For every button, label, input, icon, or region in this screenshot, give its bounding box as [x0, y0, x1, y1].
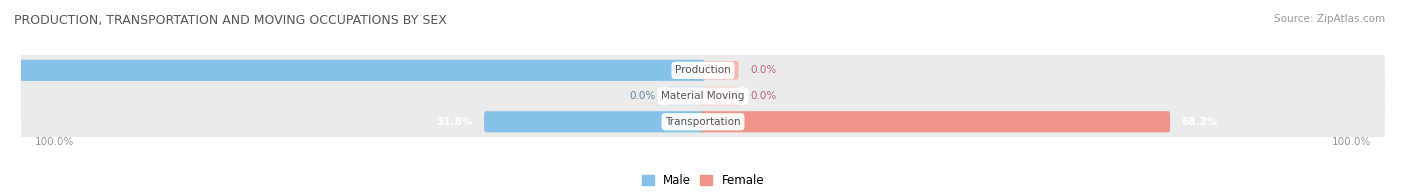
Text: 68.2%: 68.2%	[1181, 117, 1218, 127]
FancyBboxPatch shape	[668, 87, 704, 105]
FancyBboxPatch shape	[484, 111, 704, 132]
Text: Material Moving: Material Moving	[661, 91, 745, 101]
Text: Production: Production	[675, 65, 731, 75]
Text: 100.0%: 100.0%	[0, 65, 7, 75]
Text: 100.0%: 100.0%	[35, 137, 75, 147]
Text: 0.0%: 0.0%	[628, 91, 655, 101]
FancyBboxPatch shape	[21, 72, 1385, 120]
FancyBboxPatch shape	[21, 98, 1385, 146]
FancyBboxPatch shape	[702, 87, 738, 105]
Text: Transportation: Transportation	[665, 117, 741, 127]
Legend: Male, Female: Male, Female	[641, 174, 765, 187]
Text: 0.0%: 0.0%	[751, 91, 778, 101]
Text: Source: ZipAtlas.com: Source: ZipAtlas.com	[1274, 14, 1385, 24]
Text: PRODUCTION, TRANSPORTATION AND MOVING OCCUPATIONS BY SEX: PRODUCTION, TRANSPORTATION AND MOVING OC…	[14, 14, 447, 27]
FancyBboxPatch shape	[21, 46, 1385, 94]
Text: 31.8%: 31.8%	[436, 117, 472, 127]
Text: 100.0%: 100.0%	[1331, 137, 1371, 147]
FancyBboxPatch shape	[20, 60, 704, 81]
FancyBboxPatch shape	[702, 111, 1170, 132]
Text: 0.0%: 0.0%	[751, 65, 778, 75]
FancyBboxPatch shape	[702, 61, 738, 80]
